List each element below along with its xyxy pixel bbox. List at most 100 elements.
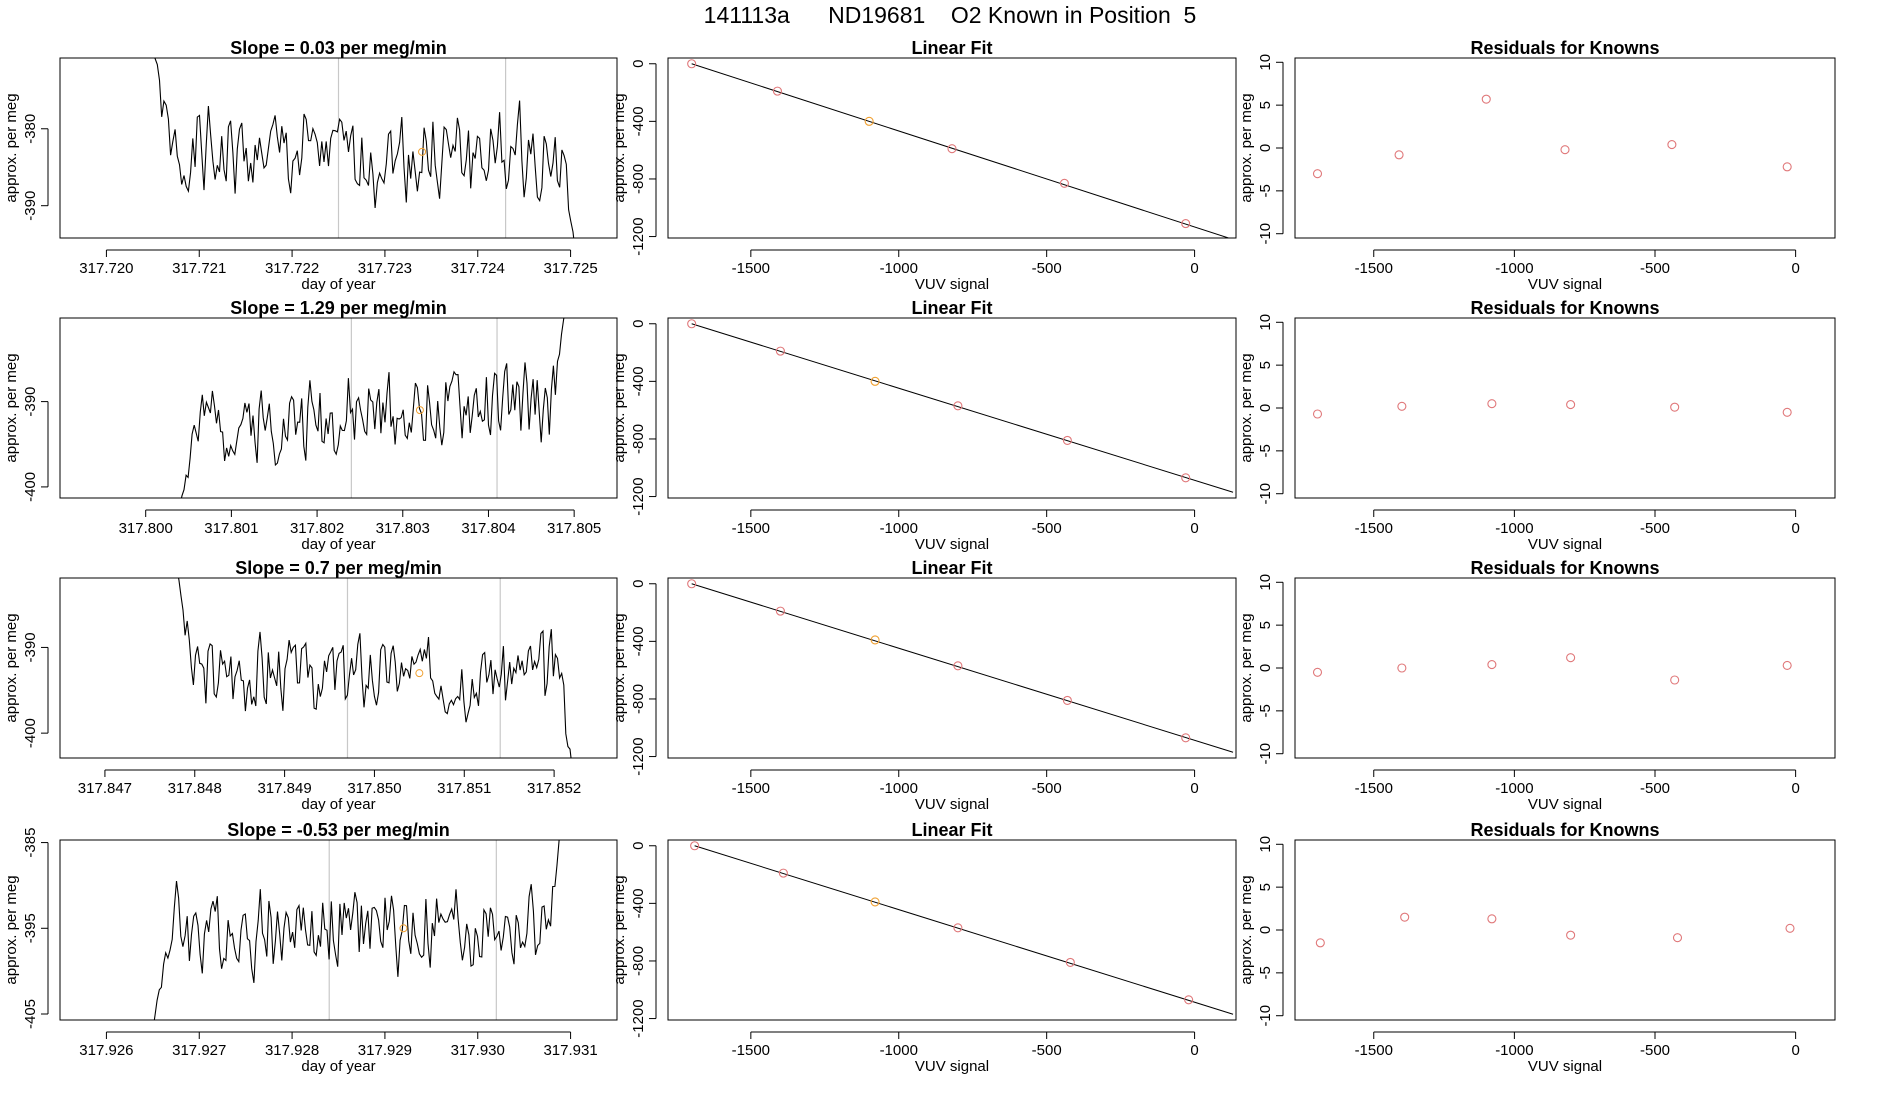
x-tick-label: -500	[1640, 780, 1670, 797]
x-tick-label: 317.852	[527, 780, 581, 797]
x-axis-label: VUV signal	[1528, 276, 1602, 293]
y-tick-label: -800	[630, 684, 647, 714]
y-tick-label: 0	[1257, 404, 1274, 412]
x-tick-label: 317.848	[168, 780, 222, 797]
x-tick-label: -1500	[1355, 780, 1393, 797]
data-point	[1397, 663, 1407, 673]
y-tick-label: -800	[630, 164, 647, 194]
plot-frame	[59, 577, 618, 759]
y-tick-label: 5	[1257, 621, 1274, 629]
fit-line	[691, 63, 1231, 238]
y-tick-label: -405	[22, 999, 39, 1029]
x-tick-label: -1500	[1355, 520, 1393, 537]
y-tick-label: -1200	[630, 217, 647, 255]
y-axis-label: approx. per meg	[1238, 613, 1255, 722]
data-point	[1312, 409, 1323, 419]
y-tick-label: -1200	[630, 999, 647, 1037]
plot-frame	[667, 317, 1237, 499]
x-tick-label: 317.802	[290, 520, 344, 537]
chart-title: Linear Fit	[911, 298, 992, 318]
data-point	[1672, 933, 1683, 943]
plot-area	[687, 59, 1231, 238]
highlight-point	[870, 376, 880, 386]
chart-title: Slope = 0.03 per meg/min	[230, 38, 447, 58]
data-point	[1059, 178, 1069, 188]
x-tick-label: 317.722	[265, 260, 319, 277]
x-tick-label: 317.929	[358, 1042, 412, 1059]
data-point	[1667, 140, 1677, 150]
plot-frame	[667, 577, 1237, 759]
y-tick-label: -400	[22, 718, 39, 748]
chart-panel-8: Linear Fit -1500 -1000 -500 0 VUV signal 0 -400…	[611, 558, 1237, 813]
x-tick-label: -500	[1640, 520, 1670, 537]
data-point	[953, 923, 963, 933]
chart-title: Residuals for Knowns	[1470, 298, 1659, 318]
mean-marker	[399, 924, 408, 933]
x-tick-label: 0	[1791, 520, 1799, 537]
highlight-point	[870, 635, 880, 645]
y-tick-label: -390	[22, 191, 39, 221]
plot-area	[687, 579, 1234, 753]
data-point	[772, 86, 783, 96]
data-point	[1487, 399, 1497, 409]
x-tick-label: -1500	[732, 1042, 770, 1059]
y-axis-label: approx. per meg	[611, 93, 628, 202]
x-tick-label: -1000	[880, 520, 918, 537]
x-tick-label: 317.800	[119, 520, 173, 537]
chart-panel-4: Slope = 1.29 per meg/min 317.800 317.801 31…	[3, 298, 618, 553]
data-point	[687, 319, 697, 329]
x-axis-label: VUV signal	[1528, 796, 1602, 813]
plot-frame	[1294, 57, 1836, 239]
x-tick-label: 317.804	[461, 520, 515, 537]
y-tick-label: -10	[1257, 1005, 1274, 1027]
page-title: 141113a ND19681 O2 Known in Position 5	[703, 2, 1197, 28]
y-tick-label: -400	[22, 472, 39, 502]
chart-title: Residuals for Knowns	[1470, 558, 1659, 578]
x-tick-label: 0	[1190, 780, 1198, 797]
x-tick-label: 0	[1791, 1042, 1799, 1059]
y-tick-label: -10	[1257, 743, 1274, 765]
y-tick-label: -390	[22, 387, 39, 417]
x-tick-label: 317.721	[172, 260, 226, 277]
highlight-point	[870, 897, 880, 907]
data-point	[1566, 653, 1576, 663]
chart-panel-7: Slope = 0.7 per meg/min 317.847 317.848 317…	[3, 558, 618, 813]
y-tick-label: -400	[630, 106, 647, 136]
x-tick-label: -1500	[1355, 260, 1393, 277]
plot-area	[154, 58, 575, 238]
y-axis-label: approx. per meg	[3, 93, 20, 202]
y-axis-label: approx. per meg	[1238, 353, 1255, 462]
x-axis-label: day of year	[301, 796, 375, 813]
data-point	[1782, 660, 1792, 670]
x-tick-label: -500	[1032, 260, 1062, 277]
y-tick-label: 0	[630, 320, 647, 328]
x-tick-label: -1500	[1355, 1042, 1393, 1059]
chart-title: Linear Fit	[911, 820, 992, 840]
data-point	[1184, 995, 1194, 1005]
x-tick-label: -1000	[880, 780, 918, 797]
y-tick-label: -10	[1257, 223, 1274, 245]
data-point	[1315, 938, 1325, 948]
x-axis-label: VUV signal	[915, 276, 989, 293]
x-tick-label: 317.927	[172, 1042, 226, 1059]
y-axis-label: approx. per meg	[1238, 875, 1255, 984]
plot-area	[1312, 399, 1792, 419]
x-tick-label: -1000	[880, 1042, 918, 1059]
y-tick-label: 0	[1257, 926, 1274, 934]
chart-panel-2: Linear Fit -1500 -1000 -500 0 VUV signal 0 -400…	[611, 38, 1237, 293]
plot-area	[1312, 94, 1792, 179]
time-series-line	[154, 58, 575, 238]
y-axis-label: approx. per meg	[611, 875, 628, 984]
x-tick-label: 317.725	[543, 260, 597, 277]
x-axis-label: day of year	[301, 536, 375, 553]
chart-panel-5: Linear Fit -1500 -1000 -500 0 VUV signal 0 -400…	[611, 298, 1237, 553]
highlight-point	[864, 116, 874, 126]
x-tick-label: -500	[1032, 780, 1062, 797]
x-tick-label: 317.847	[78, 780, 132, 797]
x-axis-label: VUV signal	[915, 536, 989, 553]
y-tick-label: 0	[630, 580, 647, 588]
y-tick-label: 0	[1257, 144, 1274, 152]
mean-marker	[415, 406, 424, 415]
y-tick-label: -1200	[630, 737, 647, 775]
data-point	[1487, 660, 1497, 670]
